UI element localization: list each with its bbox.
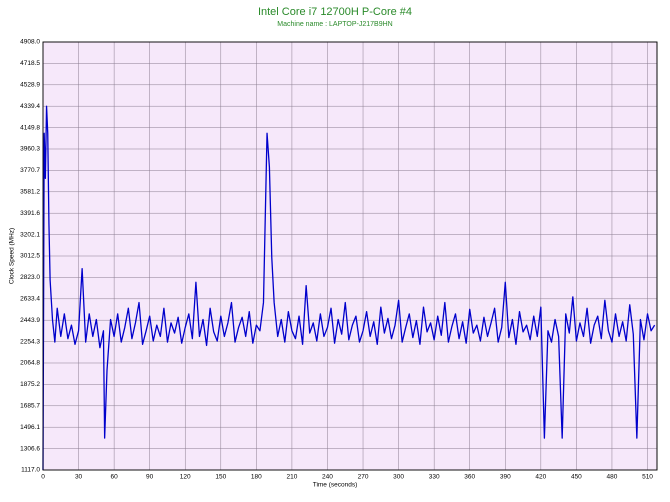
y-tick-label: 2633.4	[20, 296, 40, 303]
x-tick-label: 390	[500, 474, 511, 481]
x-tick-label: 180	[251, 474, 262, 481]
y-tick-label: 1117.0	[21, 467, 40, 474]
y-tick-label: 4718.5	[20, 60, 40, 67]
y-tick-label: 1875.2	[20, 381, 40, 388]
y-tick-label: 2443.9	[20, 317, 40, 324]
y-tick-label: 3581.2	[20, 189, 40, 196]
y-tick-label: 3391.6	[20, 210, 40, 217]
y-tick-label: 4908.0	[20, 39, 40, 46]
x-tick-label: 480	[607, 474, 618, 481]
x-tick-label: 450	[571, 474, 582, 481]
x-tick-label: 120	[180, 474, 191, 481]
y-tick-label: 2064.8	[20, 360, 40, 367]
y-tick-label: 4339.4	[20, 103, 40, 110]
x-tick-label: 240	[322, 474, 333, 481]
x-tick-label: 30	[75, 474, 83, 481]
x-tick-label: 0	[41, 474, 45, 481]
y-tick-label: 1306.6	[20, 445, 40, 452]
x-tick-label: 60	[111, 474, 119, 481]
x-tick-label: 510	[642, 474, 653, 481]
x-tick-label: 360	[464, 474, 475, 481]
y-tick-label: 1685.7	[20, 403, 40, 410]
x-axis-label: Time (seconds)	[313, 482, 358, 489]
y-tick-label: 3770.7	[20, 167, 40, 174]
x-tick-label: 90	[146, 474, 154, 481]
x-tick-label: 330	[429, 474, 440, 481]
y-tick-label: 3012.5	[20, 253, 40, 260]
chart-subtitle: Machine name : LAPTOP-J217B9HN	[277, 21, 392, 28]
x-tick-label: 210	[286, 474, 297, 481]
x-tick-label: 420	[535, 474, 546, 481]
plot-border	[42, 41, 658, 471]
data-line	[42, 105, 656, 471]
y-tick-label: 3960.3	[20, 146, 40, 153]
y-tick-label: 4149.8	[20, 124, 40, 131]
y-tick-label: 1496.1	[20, 424, 40, 431]
x-tick-label: 300	[393, 474, 404, 481]
y-tick-label: 3202.1	[20, 231, 40, 238]
x-tick-label: 270	[358, 474, 369, 481]
y-tick-label: 2254.3	[20, 338, 40, 345]
y-tick-label: 2823.0	[20, 274, 40, 281]
chart-title: Intel Core i7 12700H P-Core #4	[258, 6, 412, 18]
x-tick-label: 150	[215, 474, 226, 481]
y-tick-label: 4528.9	[20, 82, 40, 89]
y-axis-label: Clock Speed (MHz)	[9, 228, 16, 284]
